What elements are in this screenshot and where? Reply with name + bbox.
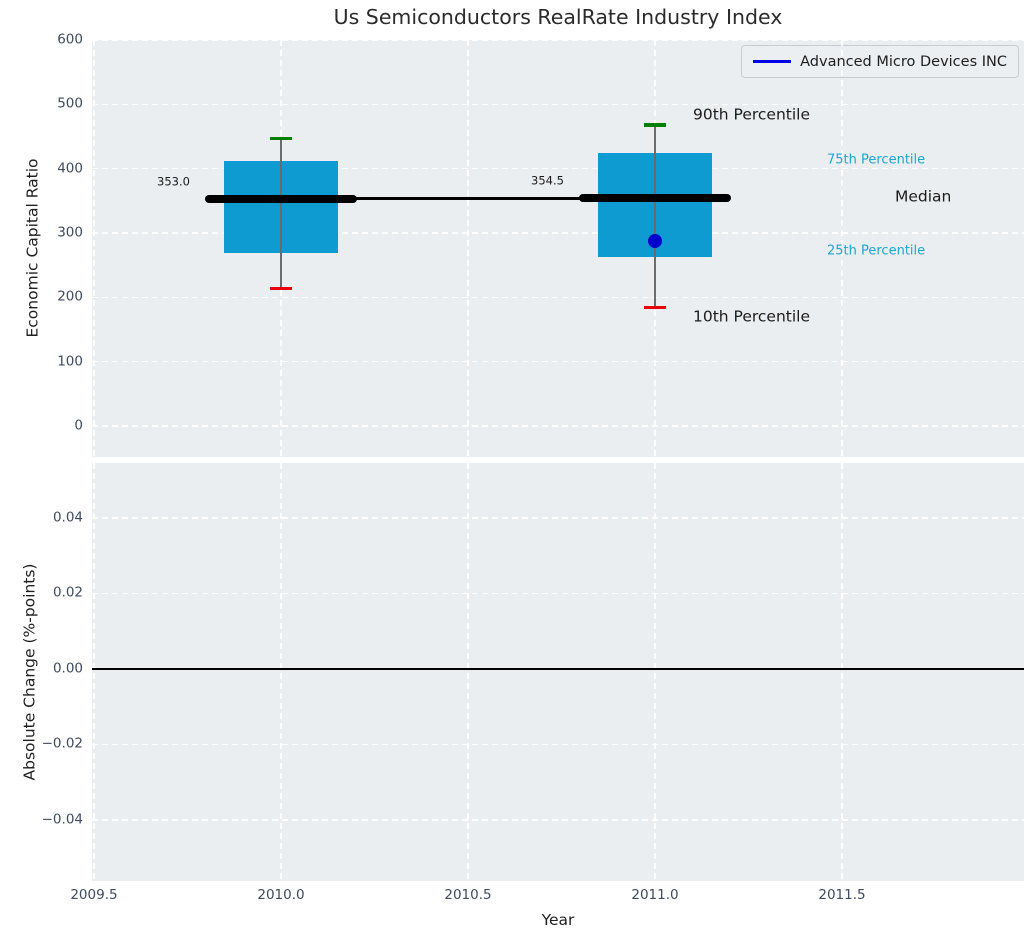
chart-title: Us Semiconductors RealRate Industry Inde… bbox=[333, 5, 783, 29]
median-line-thick bbox=[204, 194, 357, 204]
whisker-cap-high bbox=[269, 136, 292, 141]
v-gridline bbox=[467, 40, 469, 457]
v-gridline bbox=[654, 463, 656, 881]
h-gridline bbox=[92, 360, 1024, 363]
y-tick-label: 0.02 bbox=[52, 584, 83, 601]
h-gridline bbox=[92, 517, 1024, 519]
median-connector-line bbox=[280, 197, 655, 200]
y-tick-label: 0 bbox=[74, 417, 83, 434]
v-gridline bbox=[93, 463, 95, 881]
x-tick-label: 2010.5 bbox=[444, 887, 492, 903]
h-gridline bbox=[92, 819, 1024, 821]
h-gridline bbox=[92, 39, 1024, 41]
v-gridline bbox=[280, 463, 282, 881]
y-tick-label: 0.04 bbox=[52, 509, 83, 526]
y-tick-label: −0.02 bbox=[41, 735, 83, 752]
x-tick-label: 2011.5 bbox=[818, 887, 866, 903]
y-tick-label: 200 bbox=[57, 288, 83, 305]
legend-line-swatch bbox=[753, 60, 792, 63]
v-gridline bbox=[93, 40, 95, 457]
annotation-p90: 90th Percentile bbox=[692, 105, 811, 124]
h-gridline bbox=[92, 296, 1024, 299]
y-tick-label: 600 bbox=[57, 31, 83, 48]
v-gridline bbox=[467, 463, 469, 881]
median-value-label: 354.5 bbox=[531, 173, 564, 188]
annotation-median: Median bbox=[894, 187, 952, 206]
v-gridline bbox=[841, 463, 843, 881]
h-gridline bbox=[92, 232, 1024, 234]
y-axis-label-top: Economic Capital Ratio bbox=[23, 158, 42, 338]
x-tick-label: 2009.5 bbox=[70, 887, 118, 903]
whisker-cap-high bbox=[643, 123, 666, 127]
annotation-p25: 25th Percentile bbox=[826, 243, 926, 259]
h-gridline bbox=[92, 167, 1024, 170]
h-gridline bbox=[92, 103, 1024, 106]
y-tick-label: 400 bbox=[57, 159, 83, 176]
y-tick-label: 0.00 bbox=[52, 660, 83, 677]
y-tick-label: 100 bbox=[57, 352, 83, 369]
h-gridline bbox=[92, 592, 1024, 595]
h-gridline bbox=[92, 425, 1024, 427]
y-tick-label: 300 bbox=[57, 224, 83, 241]
y-tick-label: 500 bbox=[57, 95, 83, 112]
median-line-thick bbox=[578, 193, 731, 203]
legend: Advanced Micro Devices INC bbox=[741, 45, 1019, 78]
zero-line bbox=[92, 668, 1024, 670]
whisker-cap-low bbox=[643, 305, 666, 310]
whisker-cap-low bbox=[269, 286, 292, 291]
x-tick-label: 2010.0 bbox=[257, 887, 305, 903]
company-point bbox=[647, 234, 662, 249]
x-tick-label: 2011.0 bbox=[631, 887, 679, 903]
annotation-p75: 75th Percentile bbox=[826, 152, 926, 168]
y-tick-label: −0.04 bbox=[41, 811, 83, 828]
whisker-line bbox=[280, 138, 282, 289]
v-gridline bbox=[841, 40, 843, 457]
median-value-label: 353.0 bbox=[157, 174, 190, 189]
x-axis-label: Year bbox=[541, 911, 575, 929]
h-gridline bbox=[92, 743, 1024, 746]
legend-label: Advanced Micro Devices INC bbox=[800, 53, 1007, 70]
whisker-line bbox=[654, 124, 656, 308]
y-axis-label-bottom: Absolute Change (%-points) bbox=[20, 563, 39, 781]
annotation-p10: 10th Percentile bbox=[692, 306, 811, 325]
bottom-axes bbox=[92, 463, 1024, 881]
